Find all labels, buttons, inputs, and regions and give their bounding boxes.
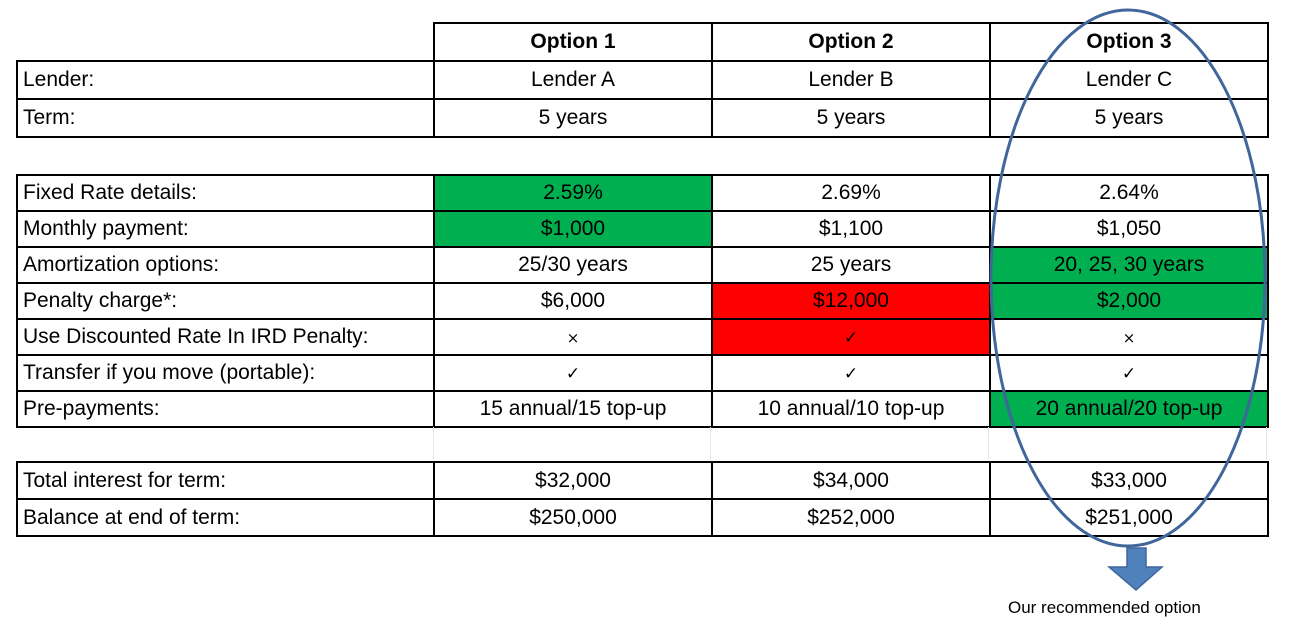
table-row: Transfer if you move (portable): ✓ ✓ ✓ [16, 354, 1269, 392]
table-row: Penalty charge*: $6,000 $12,000 $2,000 [16, 282, 1269, 320]
option-1-value: 15 annual/15 top-up [433, 390, 713, 428]
option-1-value: Lender A [433, 60, 713, 100]
header-corner-cell [17, 23, 434, 61]
option-2-value: $34,000 [711, 461, 991, 500]
table-row: Balance at end of term: $250,000 $252,00… [16, 498, 1269, 537]
option-3-value: × [989, 318, 1269, 356]
recommendation-caption: Our recommended option [1008, 598, 1201, 617]
option-3-value: 2.64% [989, 174, 1269, 212]
option-3-value: 20 annual/20 top-up [989, 390, 1269, 428]
row-label: Term: [16, 98, 435, 138]
option-1-value: 2.59% [433, 174, 713, 212]
option-3-value: $251,000 [989, 498, 1269, 537]
option-3-value: $2,000 [989, 282, 1269, 320]
row-label: Penalty charge*: [16, 282, 435, 320]
option-1-value: $1,000 [433, 210, 713, 248]
totals-table: Total interest for term: $32,000 $34,000… [16, 461, 1269, 537]
option-3-header: Option 3 [989, 22, 1269, 62]
option-1-value: $250,000 [433, 498, 713, 537]
table-row: Total interest for term: $32,000 $34,000… [16, 461, 1269, 500]
option-1-value: 5 years [433, 98, 713, 138]
checkmark-icon: ✓ [843, 328, 859, 348]
option-3-value: ✓ [989, 354, 1269, 392]
option-3-value: 5 years [989, 98, 1269, 138]
gridline-spacer [433, 427, 1267, 460]
option-3-value: $33,000 [989, 461, 1269, 500]
option-2-value: ✓ [711, 318, 991, 356]
option-2-value: 2.69% [711, 174, 991, 212]
option-2-value: 25 years [711, 246, 991, 284]
rate-details-table: Fixed Rate details: 2.59% 2.69% 2.64% Mo… [16, 174, 1269, 428]
option-2-value: 10 annual/10 top-up [711, 390, 991, 428]
row-label: Transfer if you move (portable): [16, 354, 435, 392]
checkmark-icon: ✓ [565, 364, 581, 384]
row-label: Monthly payment: [16, 210, 435, 248]
option-header-row: Option 1 Option 2 Option 3 [17, 22, 1269, 62]
lender-term-table: Option 1 Option 2 Option 3 Lender: Lende… [16, 22, 1269, 138]
option-2-value: ✓ [711, 354, 991, 392]
cross-icon: × [566, 329, 580, 347]
table-row: Lender: Lender A Lender B Lender C [16, 60, 1269, 100]
row-label: Pre-payments: [16, 390, 435, 428]
down-arrow-icon [1106, 547, 1164, 591]
cross-icon: × [1122, 329, 1136, 347]
row-label: Lender: [16, 60, 435, 100]
option-1-value: ✓ [433, 354, 713, 392]
table-row: Monthly payment: $1,000 $1,100 $1,050 [16, 210, 1269, 248]
row-label: Amortization options: [16, 246, 435, 284]
option-3-value: Lender C [989, 60, 1269, 100]
table-row: Use Discounted Rate In IRD Penalty: × ✓ … [16, 318, 1269, 356]
table-row: Term: 5 years 5 years 5 years [16, 98, 1269, 138]
option-1-value: $32,000 [433, 461, 713, 500]
option-3-value: 20, 25, 30 years [989, 246, 1269, 284]
option-1-value: × [433, 318, 713, 356]
option-3-value: $1,050 [989, 210, 1269, 248]
option-1-header: Option 1 [433, 22, 713, 62]
option-2-value: Lender B [711, 60, 991, 100]
option-2-value: $252,000 [711, 498, 991, 537]
row-label: Use Discounted Rate In IRD Penalty: [16, 318, 435, 356]
option-1-value: 25/30 years [433, 246, 713, 284]
option-2-header: Option 2 [711, 22, 991, 62]
table-row: Pre-payments: 15 annual/15 top-up 10 ann… [16, 390, 1269, 428]
option-2-value: $12,000 [711, 282, 991, 320]
option-1-value: $6,000 [433, 282, 713, 320]
table-row: Amortization options: 25/30 years 25 yea… [16, 246, 1269, 284]
checkmark-icon: ✓ [843, 364, 859, 384]
option-2-value: 5 years [711, 98, 991, 138]
row-label: Total interest for term: [16, 461, 435, 500]
checkmark-icon: ✓ [1121, 364, 1137, 384]
option-2-value: $1,100 [711, 210, 991, 248]
row-label: Fixed Rate details: [16, 174, 435, 212]
table-row: Fixed Rate details: 2.59% 2.69% 2.64% [16, 174, 1269, 212]
row-label: Balance at end of term: [16, 498, 435, 537]
